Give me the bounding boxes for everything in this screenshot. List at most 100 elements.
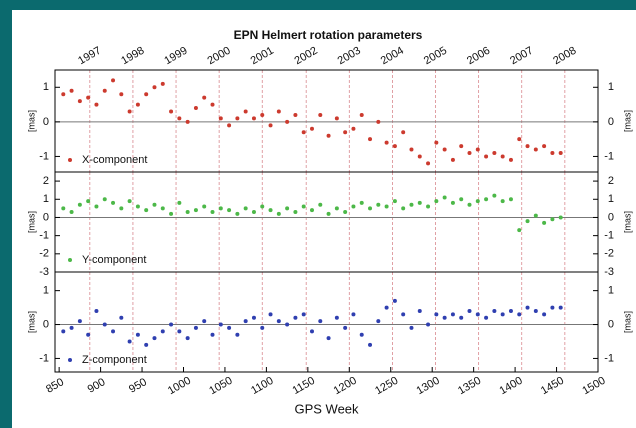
point bbox=[558, 305, 563, 310]
y-axis-label: [mas] bbox=[26, 211, 36, 233]
y-tick-label-right: 0 bbox=[608, 211, 614, 223]
point bbox=[210, 332, 215, 337]
point bbox=[160, 206, 165, 211]
point bbox=[276, 211, 281, 216]
point bbox=[442, 315, 447, 320]
point bbox=[533, 308, 538, 313]
point bbox=[301, 312, 306, 317]
legend-label: Z-component bbox=[82, 354, 147, 366]
point bbox=[318, 319, 323, 324]
y-tick-label-right: 0 bbox=[608, 116, 614, 128]
point bbox=[318, 202, 323, 207]
point bbox=[61, 329, 66, 334]
y-tick-label: -1 bbox=[39, 150, 49, 162]
point bbox=[86, 95, 91, 100]
point bbox=[417, 154, 422, 159]
point bbox=[177, 116, 182, 121]
point bbox=[243, 319, 248, 324]
legend-marker bbox=[68, 258, 72, 262]
point bbox=[102, 197, 107, 202]
point bbox=[243, 109, 248, 114]
point bbox=[193, 106, 198, 111]
chart-title: EPN Helmert rotation parameters bbox=[234, 28, 423, 42]
point bbox=[169, 109, 174, 114]
y-tick-label: -2 bbox=[39, 248, 49, 260]
point bbox=[392, 144, 397, 149]
point bbox=[343, 210, 348, 214]
point bbox=[309, 126, 314, 131]
point bbox=[475, 312, 480, 317]
point bbox=[525, 144, 530, 149]
point bbox=[293, 112, 298, 117]
point bbox=[152, 202, 157, 207]
point bbox=[450, 157, 455, 162]
point bbox=[285, 322, 290, 327]
point bbox=[251, 315, 256, 320]
point bbox=[86, 199, 91, 204]
point bbox=[326, 133, 331, 138]
point bbox=[450, 312, 455, 317]
point bbox=[467, 308, 472, 313]
y-tick-label: 1 bbox=[43, 81, 49, 93]
y-axis-label-right: [mas] bbox=[622, 211, 632, 233]
point bbox=[326, 211, 331, 216]
point bbox=[268, 312, 273, 317]
y-tick-label: -1 bbox=[39, 230, 49, 242]
y-tick-label: 2 bbox=[43, 175, 49, 187]
point bbox=[61, 92, 66, 97]
point bbox=[434, 199, 439, 204]
point bbox=[77, 202, 82, 207]
y-tick-label: -1 bbox=[39, 352, 49, 364]
point bbox=[144, 342, 149, 347]
y-tick-label-right: -1 bbox=[604, 352, 614, 364]
point bbox=[550, 150, 555, 155]
point bbox=[210, 210, 215, 214]
point bbox=[500, 199, 505, 204]
point bbox=[376, 119, 381, 124]
point bbox=[533, 147, 538, 152]
legend-marker bbox=[68, 158, 72, 162]
point bbox=[177, 329, 182, 334]
point bbox=[368, 342, 373, 347]
legend-marker bbox=[68, 358, 72, 362]
point bbox=[135, 102, 140, 107]
y-tick-label-right: 1 bbox=[608, 193, 614, 205]
point bbox=[285, 206, 290, 211]
point bbox=[426, 322, 431, 327]
y-axis-label: [mas] bbox=[26, 311, 36, 333]
point bbox=[318, 112, 323, 117]
point bbox=[293, 315, 298, 320]
point bbox=[359, 332, 364, 337]
point bbox=[384, 140, 389, 145]
point bbox=[127, 339, 132, 344]
y-tick-label-right: -2 bbox=[604, 248, 614, 260]
point bbox=[127, 199, 132, 204]
point bbox=[359, 200, 364, 205]
point bbox=[525, 305, 530, 310]
point bbox=[517, 228, 522, 233]
point bbox=[301, 204, 306, 209]
point bbox=[351, 126, 356, 131]
point bbox=[276, 319, 281, 324]
point bbox=[169, 322, 174, 327]
point bbox=[401, 130, 406, 135]
point bbox=[152, 336, 157, 341]
point bbox=[69, 210, 74, 214]
point bbox=[227, 123, 232, 128]
point bbox=[193, 208, 198, 213]
point bbox=[409, 147, 414, 152]
point bbox=[392, 199, 397, 204]
point bbox=[484, 197, 489, 202]
point bbox=[484, 154, 489, 159]
point bbox=[102, 322, 107, 327]
point bbox=[517, 137, 522, 142]
point bbox=[251, 210, 256, 214]
point bbox=[94, 308, 99, 313]
point bbox=[492, 150, 497, 155]
point bbox=[442, 195, 447, 200]
point bbox=[384, 305, 389, 310]
point bbox=[368, 206, 373, 211]
point bbox=[135, 332, 140, 337]
point bbox=[160, 329, 165, 334]
point bbox=[542, 144, 547, 149]
